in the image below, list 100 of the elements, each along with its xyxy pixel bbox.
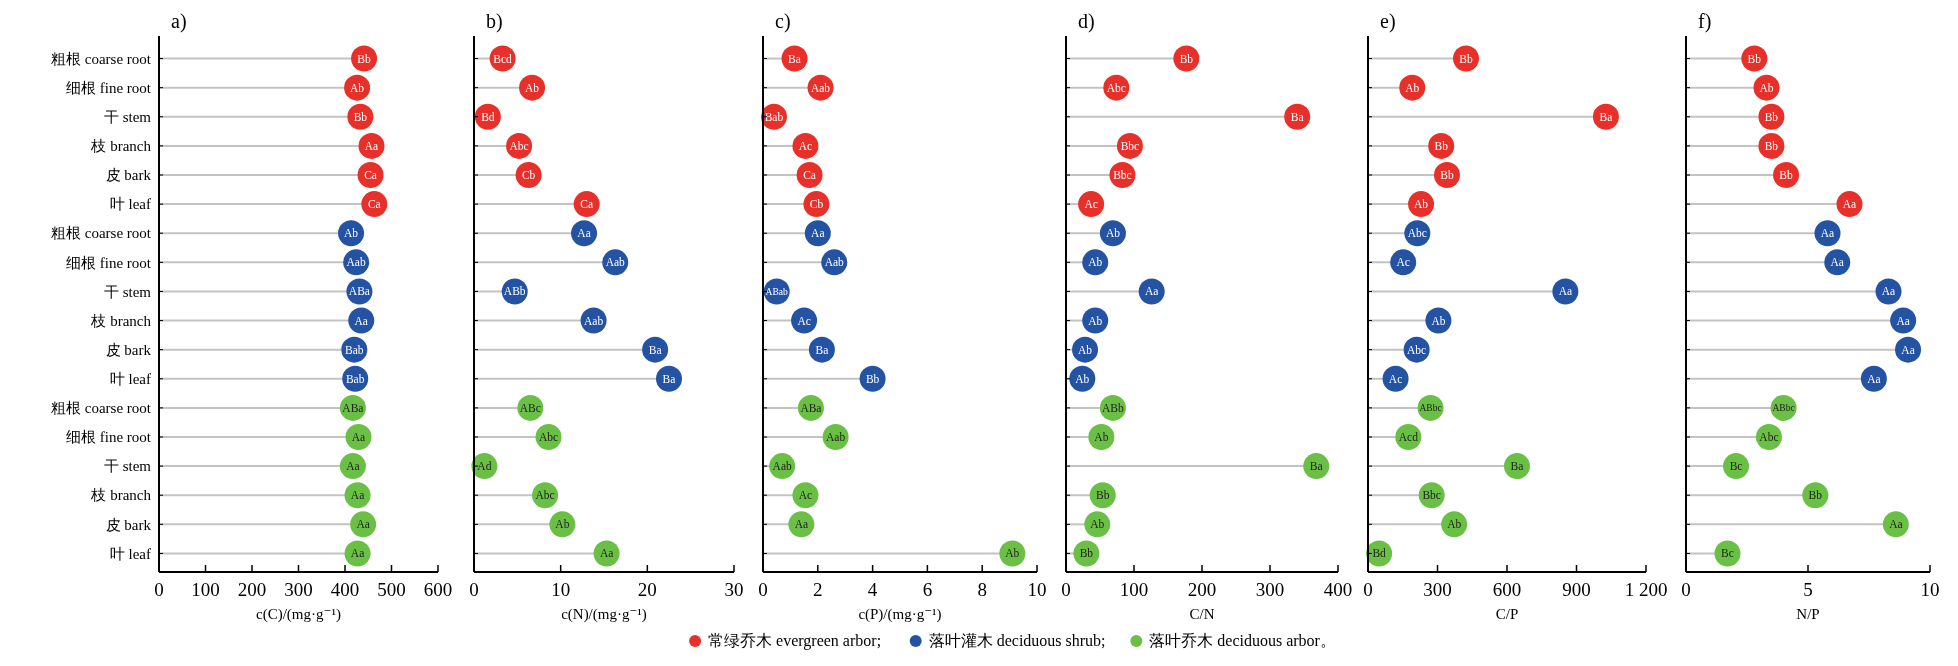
data-label: ABbc xyxy=(1419,403,1442,414)
data-label: Bc xyxy=(1729,460,1743,473)
x-tick-label: 100 xyxy=(191,579,220,600)
y-tick-label: 干 stem xyxy=(103,458,152,475)
data-label: Aa xyxy=(350,489,365,502)
x-tick-label: 400 xyxy=(330,579,360,600)
data-label: Bab xyxy=(764,110,784,123)
y-tick-label: 枝 branch xyxy=(90,138,152,155)
data-label: Bd xyxy=(481,110,495,123)
data-label: Aa xyxy=(1881,285,1896,298)
data-label: Abc xyxy=(1407,343,1427,356)
x-tick-label: 300 xyxy=(284,579,313,600)
data-label: Aa xyxy=(1901,343,1915,356)
x-tick-label: 500 xyxy=(377,579,406,600)
data-label: Bb xyxy=(1440,169,1454,182)
data-label: Bb xyxy=(1808,489,1823,502)
x-tick-label: 8 xyxy=(977,579,987,600)
data-label: Aab xyxy=(346,256,366,269)
x-tick-label: 600 xyxy=(1492,579,1522,600)
data-label: Aa xyxy=(1896,314,1910,327)
data-label: Bd xyxy=(1372,547,1387,560)
data-label: Bb xyxy=(1079,547,1094,560)
data-label: Ba xyxy=(662,372,676,385)
data-label: Ab xyxy=(1759,81,1774,94)
data-label: Abc xyxy=(1407,227,1427,240)
data-label: Aa xyxy=(350,547,365,560)
data-label: Bb xyxy=(1096,489,1110,502)
x-tick-label: 10 xyxy=(1027,579,1047,600)
data-label: Aa xyxy=(1820,227,1835,240)
data-label: Ac xyxy=(797,314,811,327)
chart-title: e) xyxy=(1380,10,1396,33)
x-tick-label: 400 xyxy=(1323,579,1353,600)
y-tick-label: 粗根 coarse root xyxy=(51,225,152,242)
data-label: Aa xyxy=(356,518,370,531)
data-label: Ab xyxy=(1105,227,1121,240)
x-tick-label: 0 xyxy=(1363,579,1373,600)
data-label: Aa xyxy=(577,227,591,240)
data-label: Ab xyxy=(1414,198,1429,211)
data-label: Abc xyxy=(1106,81,1126,94)
data-label: Ab xyxy=(1088,256,1103,269)
x-tick-label: 6 xyxy=(922,579,933,600)
data-label: Ac xyxy=(1396,256,1410,269)
data-label: Aa xyxy=(1842,198,1857,211)
data-label: Ab xyxy=(1447,518,1462,531)
data-label: Ba xyxy=(1510,460,1524,473)
data-label: Abc xyxy=(509,139,529,152)
legend-label: 常绿乔木 evergreen arbor; xyxy=(708,632,882,650)
data-label: Ba xyxy=(1309,460,1323,473)
x-tick-label: 30 xyxy=(724,579,744,600)
data-label: ABb xyxy=(503,285,526,298)
chart-title: f) xyxy=(1698,10,1712,33)
data-label: Aab xyxy=(772,460,792,473)
data-label: Acd xyxy=(1398,431,1419,444)
data-label: Bb xyxy=(1459,52,1473,65)
x-tick-label: 900 xyxy=(1562,579,1591,600)
data-label: Aa xyxy=(351,431,366,444)
data-label: Ba xyxy=(1599,110,1613,123)
y-tick-label: 叶 leaf xyxy=(109,371,151,388)
y-tick-label: 干 stem xyxy=(103,283,152,300)
x-tick-label: 0 xyxy=(1061,579,1071,600)
data-label: Aa xyxy=(811,227,825,240)
chart-title: c) xyxy=(775,10,791,33)
data-label: Aa xyxy=(1889,518,1903,531)
data-label: Ad xyxy=(477,460,492,473)
chart-title: d) xyxy=(1078,10,1095,33)
data-label: Abc xyxy=(535,489,555,502)
x-tick-label: 0 xyxy=(154,579,164,600)
x-tick-label: 600 xyxy=(423,579,453,600)
data-label: Ab xyxy=(1078,343,1093,356)
data-label: Bb xyxy=(1764,139,1779,152)
data-label: Bb xyxy=(865,372,880,385)
data-label: Ac xyxy=(1084,198,1098,211)
data-label: Aa xyxy=(346,460,360,473)
y-tick-label: 皮 bark xyxy=(105,167,152,184)
x-axis-title: C/N xyxy=(1189,606,1215,622)
x-tick-label: 0 xyxy=(469,579,479,600)
data-label: Bb xyxy=(1179,52,1194,65)
x-tick-label: 20 xyxy=(637,579,657,600)
data-label: Bbc xyxy=(1422,489,1441,502)
data-label: Aa xyxy=(364,139,379,152)
data-label: Ab xyxy=(525,81,540,94)
data-label: Aab xyxy=(810,81,831,94)
x-axis-title: c(C)/(mg·g⁻¹) xyxy=(256,606,341,623)
y-tick-label: 细根 fine root xyxy=(66,79,152,96)
data-label: Cb xyxy=(521,169,536,182)
data-label: Ab xyxy=(555,518,570,531)
data-label: Abc xyxy=(538,431,559,444)
data-label: Ba xyxy=(1290,110,1304,123)
data-label: Ca xyxy=(364,169,377,182)
data-label: Bb xyxy=(353,110,368,123)
y-tick-label: 枝 branch xyxy=(90,312,152,329)
y-tick-label: 粗根 coarse root xyxy=(51,50,152,67)
data-label: Ab xyxy=(1094,431,1109,444)
data-label: Bab xyxy=(345,343,364,356)
data-label: Ab xyxy=(1405,81,1420,94)
data-label: Ca xyxy=(803,169,816,182)
data-label: Bb xyxy=(1434,139,1449,152)
y-tick-label: 干 stem xyxy=(103,109,152,126)
data-label: Aa xyxy=(354,314,368,327)
data-label: Ac xyxy=(798,489,813,502)
